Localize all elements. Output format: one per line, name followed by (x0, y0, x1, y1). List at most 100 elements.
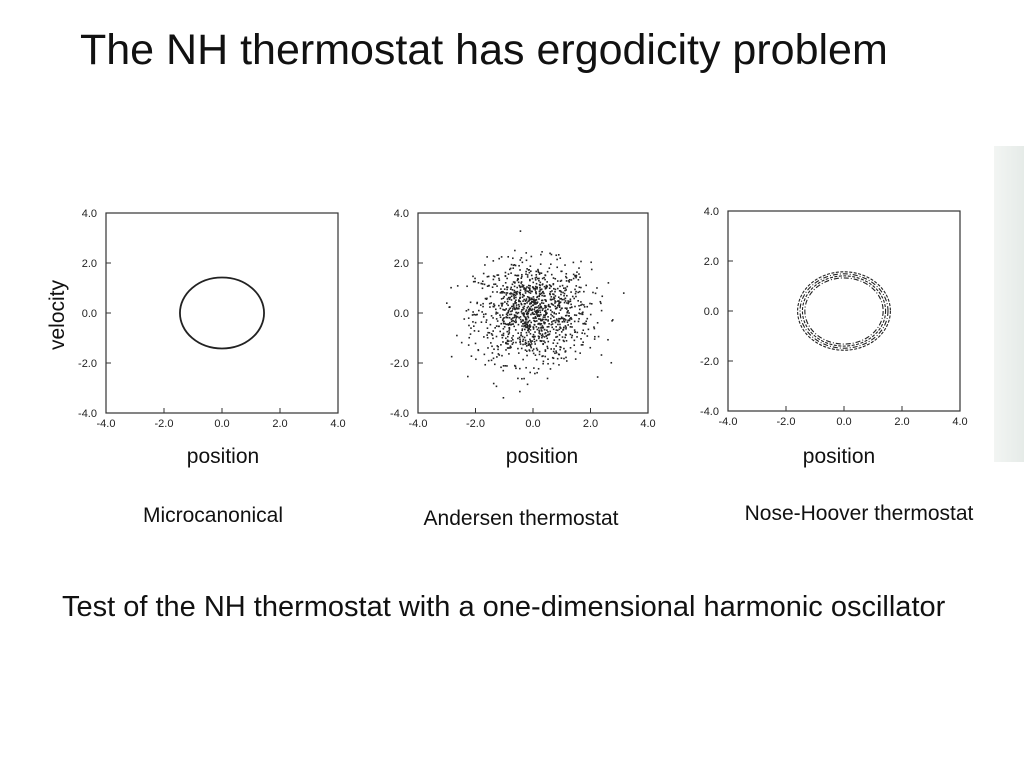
phase-point (576, 331, 579, 334)
phase-point (500, 298, 503, 300)
phase-point (589, 313, 592, 316)
phase-point (527, 284, 530, 287)
phase-point (520, 303, 523, 306)
phase-point (525, 326, 528, 329)
x-tick-label: 2.0 (583, 418, 598, 430)
phase-point (575, 275, 578, 277)
phase-point (560, 316, 563, 319)
phase-point (501, 354, 503, 357)
phase-point (580, 344, 583, 346)
phase-point (506, 335, 509, 338)
phase-point (520, 310, 523, 313)
phase-point (483, 336, 485, 338)
phase-point (535, 306, 537, 309)
phase-point (531, 312, 534, 314)
phase-point (513, 264, 516, 266)
phase-point (525, 342, 528, 345)
phase-point (568, 312, 570, 314)
phase-point (509, 321, 511, 324)
phase-point (484, 313, 487, 315)
phase-point (547, 303, 550, 306)
phase-point (556, 357, 559, 360)
phase-point (501, 305, 503, 307)
phase-point (466, 285, 468, 288)
phase-point (536, 313, 538, 315)
microcanonical-xlabel: position (186, 445, 260, 468)
phase-point (537, 311, 539, 314)
phase-point (566, 285, 569, 288)
phase-point (558, 364, 560, 366)
phase-point (521, 309, 523, 311)
phase-point (560, 307, 563, 310)
phase-point (534, 331, 536, 333)
phase-point (544, 332, 546, 335)
phase-point (540, 292, 543, 295)
phase-point (531, 304, 534, 307)
phase-point (537, 270, 539, 272)
phase-point (538, 322, 541, 325)
phase-point (504, 271, 507, 274)
phase-point (530, 313, 532, 316)
phase-point (528, 271, 531, 274)
phase-point (566, 311, 568, 314)
phase-point (570, 291, 572, 293)
phase-point (508, 330, 510, 332)
phase-point (568, 319, 571, 322)
phase-point (506, 298, 509, 300)
phase-point (543, 285, 546, 288)
y-tick-label: 4.0 (394, 208, 409, 220)
phase-point (558, 306, 561, 309)
phase-point (496, 274, 499, 276)
phase-point (489, 295, 492, 298)
phase-point (549, 252, 551, 255)
phase-point (541, 319, 543, 322)
phase-point (538, 273, 541, 275)
phase-point (509, 293, 512, 295)
phase-point (541, 340, 543, 342)
phase-point (537, 271, 540, 274)
phase-point (521, 275, 523, 278)
phase-point (544, 355, 547, 358)
phase-point (521, 286, 523, 288)
phase-point (498, 277, 500, 280)
phase-point (564, 325, 567, 327)
phase-point (521, 261, 524, 264)
phase-point (490, 359, 493, 362)
phase-point (476, 301, 479, 304)
y-tick-label: 4.0 (82, 208, 97, 220)
phase-point (557, 319, 560, 322)
phase-point (554, 321, 557, 324)
phase-point (558, 302, 561, 305)
phase-point (541, 251, 543, 253)
phase-point (500, 291, 503, 293)
phase-point (524, 316, 527, 319)
phase-point (492, 330, 494, 332)
phase-point (560, 331, 563, 333)
phase-point (561, 298, 563, 301)
phase-point (562, 291, 564, 294)
phase-point (519, 259, 522, 261)
phase-point (535, 286, 538, 289)
phase-point (534, 301, 537, 304)
phase-point (531, 277, 534, 280)
phase-point (575, 314, 578, 317)
phase-point (491, 345, 493, 348)
phase-point (471, 314, 474, 316)
phase-point (522, 319, 524, 322)
phase-point (521, 308, 524, 311)
phase-point (514, 321, 517, 324)
phase-point (511, 308, 514, 310)
phase-point (546, 285, 548, 288)
phase-point (523, 325, 525, 328)
phase-point (517, 281, 520, 284)
phase-point (507, 343, 509, 345)
phase-point (539, 263, 542, 265)
phase-point (516, 308, 519, 310)
phase-point (519, 316, 522, 318)
phase-point (576, 271, 578, 273)
phase-point (533, 367, 535, 369)
phase-point (520, 347, 523, 350)
microcanonical-caption: Microcanonical (142, 504, 284, 527)
phase-point (537, 327, 540, 329)
phase-point (540, 329, 543, 331)
